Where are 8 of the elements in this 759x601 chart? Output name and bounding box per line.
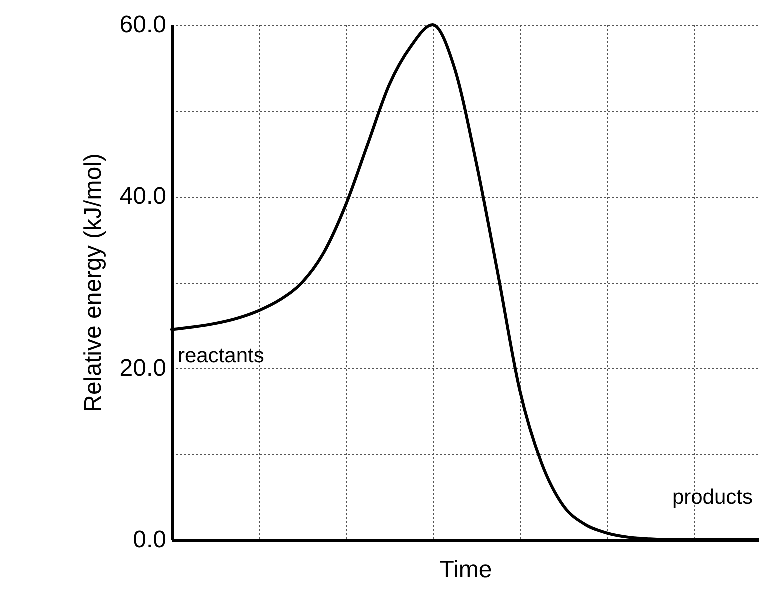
y-tick-label: 20.0 [120,354,166,382]
y-tick-label: 60.0 [120,12,166,38]
y-tick-label: 0.0 [133,526,166,554]
annotation: reactants [178,344,264,368]
y-axis-title: Relative energy (kJ/mol) [80,154,107,412]
x-axis-title: Time [440,556,492,584]
annotation: products [672,486,753,509]
y-tick-label: 40.0 [120,183,166,210]
